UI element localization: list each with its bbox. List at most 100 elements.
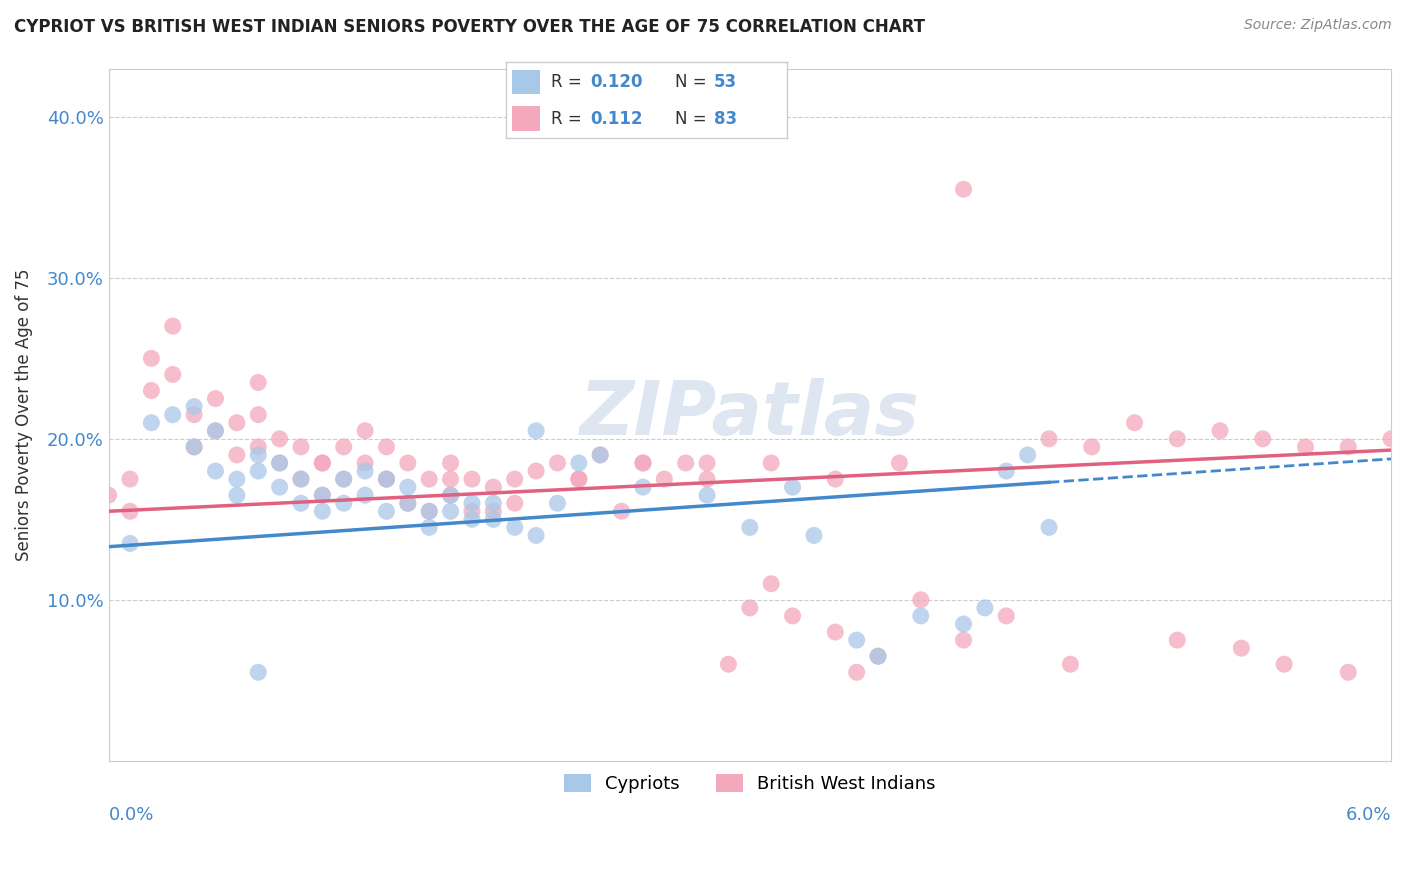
Point [396,456,419,470]
Point [290,440,312,454]
Point [1379,432,1402,446]
Point [311,456,333,470]
Point [311,488,333,502]
Point [418,504,440,518]
Point [418,472,440,486]
Point [354,456,377,470]
Point [1166,633,1188,648]
Point [375,504,398,518]
Point [546,456,568,470]
Point [652,472,675,486]
Point [696,456,718,470]
Point [868,649,890,664]
Point [332,472,354,486]
Point [183,440,205,454]
Point [354,464,377,478]
Point [204,392,226,406]
Point [375,472,398,486]
Point [247,440,270,454]
Point [824,472,846,486]
Point [118,472,141,486]
Point [568,472,591,486]
Text: 83: 83 [714,110,737,128]
Point [332,472,354,486]
Point [162,368,184,382]
Point [225,448,247,462]
Point [247,376,270,390]
Point [696,488,718,502]
Point [396,480,419,494]
Y-axis label: Seniors Poverty Over the Age of 75: Seniors Poverty Over the Age of 75 [15,268,32,561]
Point [183,408,205,422]
Point [1337,665,1360,680]
Point [247,464,270,478]
Point [461,496,484,510]
Point [311,456,333,470]
Point [269,432,291,446]
Text: 0.112: 0.112 [591,110,643,128]
Point [1166,432,1188,446]
Point [482,480,505,494]
Point [952,633,974,648]
Point [439,488,461,502]
Point [1337,440,1360,454]
Point [396,496,419,510]
Point [1251,432,1274,446]
Point [247,448,270,462]
Point [332,496,354,510]
Point [269,480,291,494]
Point [225,488,247,502]
Point [204,464,226,478]
Point [1081,440,1104,454]
Point [868,649,890,664]
Point [952,182,974,196]
Text: N =: N = [675,110,706,128]
Point [204,424,226,438]
Point [375,472,398,486]
Point [482,496,505,510]
Point [141,416,163,430]
Point [1230,641,1253,656]
Point [995,609,1018,624]
Point [354,488,377,502]
Point [439,488,461,502]
Point [910,592,932,607]
Point [375,440,398,454]
Point [696,472,718,486]
Text: 0.120: 0.120 [591,73,643,91]
Point [162,408,184,422]
Point [524,528,547,542]
Point [631,456,654,470]
Point [375,472,398,486]
Point [1295,440,1317,454]
Point [631,480,654,494]
Point [461,472,484,486]
Point [461,512,484,526]
Point [1017,448,1039,462]
Point [461,504,484,518]
Point [738,520,761,534]
Point [845,633,868,648]
Point [568,472,591,486]
Point [546,496,568,510]
Point [589,448,612,462]
Point [503,520,526,534]
Point [910,609,932,624]
Point [162,319,184,334]
Text: CYPRIOT VS BRITISH WEST INDIAN SENIORS POVERTY OVER THE AGE OF 75 CORRELATION CH: CYPRIOT VS BRITISH WEST INDIAN SENIORS P… [14,18,925,36]
Point [247,408,270,422]
Point [1209,424,1232,438]
Point [290,472,312,486]
Point [354,424,377,438]
Point [1059,657,1081,672]
Point [183,440,205,454]
Point [332,440,354,454]
Point [1038,432,1060,446]
Text: R =: R = [551,73,582,91]
Point [503,496,526,510]
Point [439,504,461,518]
Text: 0.0%: 0.0% [108,805,155,824]
Text: R =: R = [551,110,582,128]
Point [675,456,697,470]
Text: 6.0%: 6.0% [1346,805,1391,824]
